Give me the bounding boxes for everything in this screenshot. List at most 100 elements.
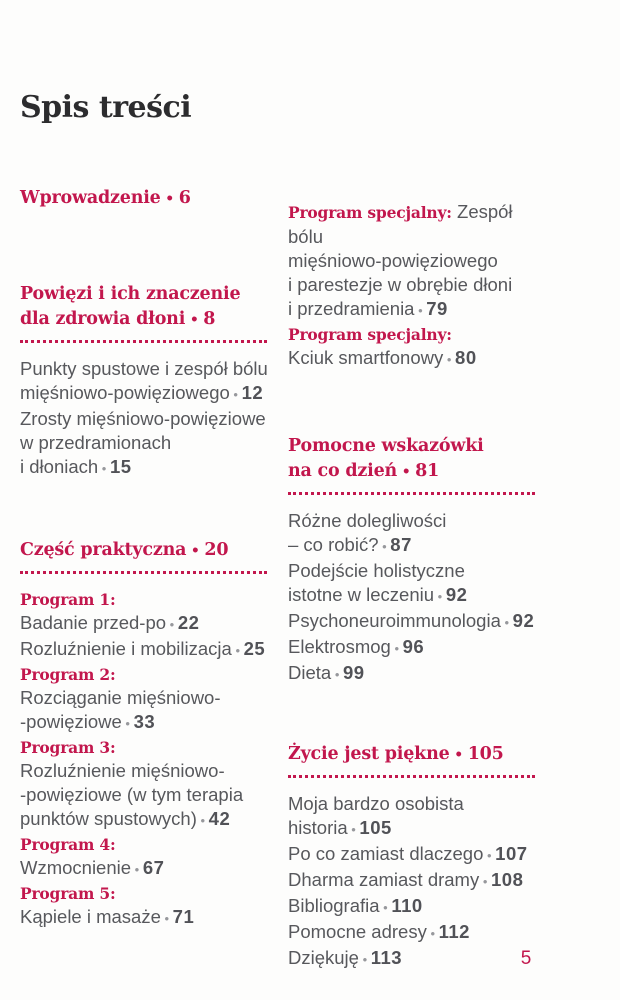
toc-columns: Wprowadzenie • 6 Powięzi i ich znaczenie d…	[20, 186, 602, 972]
toc-entry: Punkty spustowe i zespół bólu mięśniowo-p…	[20, 357, 272, 407]
bullet-separator-icon: •	[378, 539, 391, 554]
bullet-separator-icon: •	[449, 747, 468, 763]
dotted-divider	[20, 571, 267, 574]
dotted-divider	[288, 492, 535, 495]
section-items: Moja bardzo osobista historia • 105 Po co …	[288, 792, 540, 972]
bullet-separator-icon: •	[185, 312, 204, 328]
entry-line: Program specjalny: Zespół bólu	[288, 201, 513, 247]
entry-line: Rozciąganie mięśniowo-	[20, 687, 221, 708]
heading-page-number: 8	[203, 309, 216, 329]
entry-line: Rozluźnienie i mobilizacja • 25	[20, 638, 266, 659]
entry-page-number: 113	[370, 947, 403, 968]
heading-line: Życie jest piękne • 105	[288, 744, 504, 764]
toc-column-right: Program specjalny: Zespół bólu mięśniowo-…	[288, 186, 540, 972]
heading-page-number: 105	[467, 744, 504, 764]
entry-line: i przedramienia • 79	[288, 298, 448, 319]
toc-entry: Wzmocnienie • 67	[20, 856, 272, 882]
toc-entry: Zrosty mięśniowo-powięziowe w przedramion…	[20, 407, 272, 481]
bullet-separator-icon: •	[443, 352, 456, 367]
section-items: Program 1: Badanie przed-po • 22 Rozluźnie…	[20, 588, 272, 931]
section-heading: Część praktyczna • 20	[20, 538, 272, 564]
entry-line: Po co zamiast dlaczego • 107	[288, 843, 528, 864]
entry-page-number: 33	[133, 711, 156, 732]
entry-line: istotne w leczeniu • 92	[288, 584, 468, 605]
program-label: Program specjalny:	[288, 325, 452, 344]
section-items: Punkty spustowe i zespół bólu mięśniowo-p…	[20, 357, 272, 481]
entry-page-number: 15	[109, 456, 132, 477]
bullet-separator-icon: •	[414, 303, 427, 318]
toc-entry: Rozluźnienie i mobilizacja • 25	[20, 637, 272, 663]
program-label: Program 1:	[20, 590, 116, 609]
toc-entry: Bibliografia • 110	[288, 894, 540, 920]
section-programy-specjalne: Program specjalny: Zespół bólu mięśniowo-…	[288, 200, 540, 372]
toc-entry: Dziękuję • 113	[288, 946, 540, 972]
bullet-separator-icon: •	[98, 461, 110, 476]
entry-line: Moja bardzo osobista	[288, 793, 464, 814]
entry-page-number: 108	[491, 869, 524, 890]
entry-line: i dłoniach • 15	[20, 456, 132, 477]
bullet-separator-icon: •	[131, 862, 143, 877]
entry-line: Psychoneuroimmunologia • 92	[288, 610, 535, 631]
bullet-separator-icon: •	[379, 900, 392, 915]
section-items: Różne dolegliwości – co robić? • 87 Podejś…	[288, 509, 540, 687]
page-number: 5	[520, 948, 532, 969]
entry-line: Wzmocnienie • 67	[20, 857, 165, 878]
heading-line: Pomocne wskazówki	[288, 436, 484, 456]
toc-entry: Różne dolegliwości – co robić? • 87	[288, 509, 540, 559]
entry-page-number: 96	[402, 636, 425, 657]
entry-page-number: 112	[438, 921, 470, 942]
dotted-divider	[288, 775, 535, 778]
section-zycie-jest-piekne: Życie jest piękne • 105 Moja bardzo osobi…	[288, 742, 540, 972]
section-powiezi: Powięzi i ich znaczenie dla zdrowia dłoni…	[20, 282, 272, 481]
toc-entry: Po co zamiast dlaczego • 107	[288, 842, 540, 868]
entry-page-number: 67	[142, 857, 165, 878]
bullet-separator-icon: •	[347, 822, 360, 837]
bullet-separator-icon: •	[160, 191, 179, 207]
entry-line: – co robić? • 87	[288, 534, 412, 555]
entry-line: i parestezje w obrębie dłoni	[288, 274, 513, 295]
program-label-inline: Program specjalny:	[288, 203, 458, 222]
entry-line: Dieta • 99	[288, 662, 365, 683]
heading-page-number: 6	[178, 188, 191, 208]
section-heading: Wprowadzenie • 6	[20, 186, 272, 212]
entry-line: Podejście holistyczne	[288, 560, 465, 581]
section-heading: Pomocne wskazówki na co dzień • 81	[288, 434, 540, 485]
toc-entry: Kąpiele i masaże • 71	[20, 905, 272, 931]
entry-page-number: 79	[426, 298, 448, 319]
bullet-separator-icon: •	[231, 643, 244, 658]
program-label: Program 5:	[20, 884, 116, 903]
heading-page-number: 81	[415, 461, 440, 481]
toc-entry: Dieta • 99	[288, 661, 540, 687]
heading-line: dla zdrowia dłoni • 8	[20, 309, 216, 329]
bullet-separator-icon: •	[331, 667, 343, 682]
toc-entry: Dharma zamiast dramy • 108	[288, 868, 540, 894]
entry-page-number: 107	[495, 843, 528, 864]
entry-line: -powięziowe (w tym terapia	[20, 784, 244, 805]
section-pomocne-wskazowki: Pomocne wskazówki na co dzień • 81 Różne d…	[288, 434, 540, 687]
toc-entry: Elektrosmog • 96	[288, 635, 540, 661]
program-label: Program 3:	[20, 738, 116, 757]
entry-line: punktów spustowych) • 42	[20, 808, 231, 829]
toc-entry: Psychoneuroimmunologia • 92	[288, 609, 540, 635]
entry-page-number: 12	[241, 382, 264, 403]
entry-line: Pomocne adresy • 112	[288, 921, 470, 942]
program-label: Program 4:	[20, 835, 116, 854]
entry-line: Kciuk smartfonowy • 80	[288, 347, 477, 368]
entry-line: Różne dolegliwości	[288, 510, 447, 531]
bullet-separator-icon: •	[121, 716, 134, 731]
bullet-separator-icon: •	[500, 615, 513, 630]
entry-line: Punkty spustowe i zespół bólu	[20, 358, 268, 379]
entry-line: Bibliografia • 110	[288, 895, 423, 916]
toc-entry: Badanie przed-po • 22	[20, 611, 272, 637]
heading-line: Powięzi i ich znaczenie	[20, 284, 241, 304]
entry-page-number: 110	[391, 895, 423, 916]
section-items: Program specjalny: Zespół bólu mięśniowo-…	[288, 200, 540, 372]
entry-page-number: 105	[359, 817, 392, 838]
bullet-separator-icon: •	[479, 874, 491, 889]
toc-entry: Kciuk smartfonowy • 80	[288, 346, 540, 372]
bullet-separator-icon: •	[434, 589, 446, 604]
entry-page-number: 22	[177, 612, 200, 633]
toc-entry: Pomocne adresy • 112	[288, 920, 540, 946]
entry-line: Dziękuję • 113	[288, 947, 403, 968]
